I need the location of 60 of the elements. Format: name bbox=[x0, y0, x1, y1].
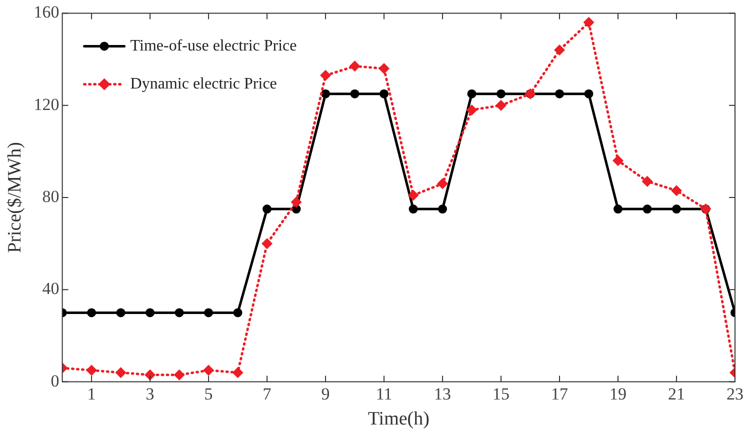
point bbox=[466, 104, 478, 116]
point bbox=[496, 100, 507, 111]
x-axis-title: Time(h) bbox=[368, 408, 430, 430]
point bbox=[496, 89, 506, 98]
point bbox=[554, 44, 566, 56]
point bbox=[555, 89, 564, 98]
x-tick-label: 17 bbox=[551, 384, 569, 404]
point bbox=[583, 16, 594, 28]
point bbox=[642, 204, 652, 214]
y-axis-title: Price($/MWh) bbox=[4, 142, 26, 253]
point bbox=[614, 204, 623, 214]
x-tick-label: 21 bbox=[668, 384, 686, 404]
point bbox=[467, 89, 476, 98]
y-tick-label: 80 bbox=[42, 186, 60, 206]
x-tick-label: 3 bbox=[146, 384, 154, 404]
point bbox=[350, 89, 360, 98]
point bbox=[86, 364, 98, 376]
point bbox=[262, 238, 273, 250]
point bbox=[438, 204, 448, 214]
x-tick-label: 11 bbox=[376, 384, 392, 404]
point bbox=[232, 367, 244, 378]
y-tick-label: 160 bbox=[34, 2, 60, 22]
point bbox=[262, 204, 272, 214]
x-tick-label: 19 bbox=[610, 384, 627, 404]
point bbox=[408, 190, 419, 201]
legend-label: Time-of-use electric Price bbox=[130, 37, 297, 54]
point bbox=[672, 204, 682, 214]
point bbox=[203, 364, 214, 376]
x-tick-label: 7 bbox=[262, 384, 272, 404]
point bbox=[320, 70, 332, 81]
x-tick-label: 23 bbox=[726, 384, 744, 404]
x-tick-label: 5 bbox=[204, 384, 213, 404]
point bbox=[87, 308, 96, 318]
point bbox=[204, 308, 214, 318]
point bbox=[612, 155, 624, 166]
point bbox=[233, 308, 242, 318]
x-tick-label: 15 bbox=[492, 384, 510, 404]
point bbox=[408, 204, 418, 214]
x-tick-label: 1 bbox=[87, 384, 96, 404]
x-tick-label: 9 bbox=[321, 384, 330, 404]
point bbox=[584, 89, 594, 98]
point bbox=[437, 178, 448, 190]
point bbox=[174, 369, 185, 380]
point bbox=[115, 367, 126, 378]
point bbox=[349, 60, 360, 72]
point bbox=[144, 369, 156, 380]
point bbox=[671, 185, 682, 196]
point bbox=[290, 196, 302, 208]
y-tick-label: 40 bbox=[42, 279, 60, 298]
x-tick-label: 13 bbox=[434, 384, 452, 404]
point bbox=[116, 308, 126, 318]
point bbox=[321, 89, 330, 98]
point bbox=[380, 89, 389, 98]
y-tick-label: 120 bbox=[34, 94, 60, 114]
point bbox=[146, 308, 155, 318]
legend-label: Dynamic electric Price bbox=[130, 75, 277, 92]
point bbox=[642, 176, 653, 187]
point bbox=[174, 308, 184, 318]
y-tick-label: 0 bbox=[50, 371, 60, 390]
point bbox=[378, 62, 390, 74]
